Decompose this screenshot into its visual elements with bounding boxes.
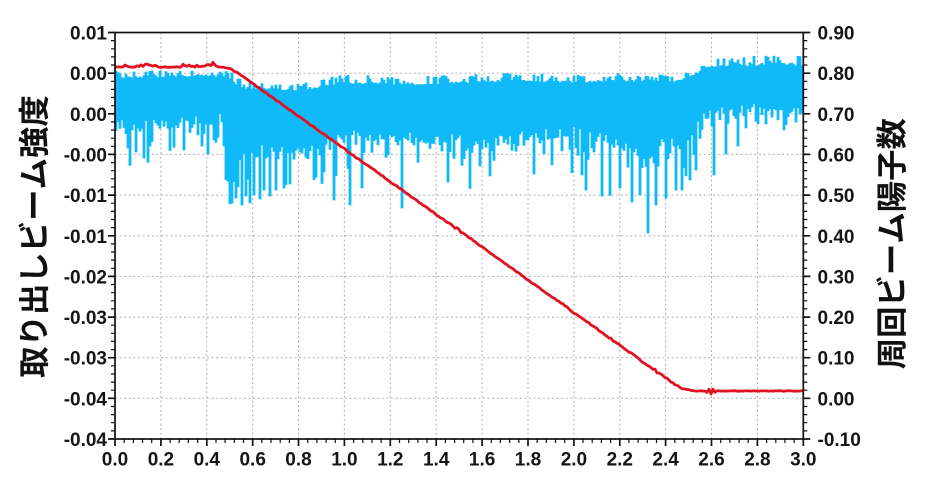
svg-text:-0.04: -0.04 bbox=[64, 430, 108, 451]
svg-text:0.2: 0.2 bbox=[148, 449, 174, 470]
svg-text:1.2: 1.2 bbox=[377, 449, 403, 470]
svg-text:2.6: 2.6 bbox=[698, 449, 724, 470]
svg-text:0.80: 0.80 bbox=[818, 64, 855, 85]
svg-text:0.01: 0.01 bbox=[70, 24, 107, 45]
svg-text:0.00: 0.00 bbox=[70, 64, 107, 85]
svg-text:0.30: 0.30 bbox=[818, 267, 855, 288]
svg-text:0.50: 0.50 bbox=[818, 186, 855, 207]
svg-text:0.40: 0.40 bbox=[818, 227, 855, 248]
svg-text:1.4: 1.4 bbox=[423, 449, 450, 470]
svg-text:3.0: 3.0 bbox=[790, 449, 816, 470]
svg-text:-0.03: -0.03 bbox=[64, 349, 107, 370]
svg-text:-0.03: -0.03 bbox=[64, 308, 107, 329]
svg-text:0.0: 0.0 bbox=[102, 449, 128, 470]
svg-text:0.60: 0.60 bbox=[818, 145, 855, 166]
svg-text:0.00: 0.00 bbox=[818, 389, 855, 410]
svg-text:0.20: 0.20 bbox=[818, 308, 855, 329]
svg-text:0.4: 0.4 bbox=[194, 449, 221, 470]
svg-text:1.8: 1.8 bbox=[515, 449, 541, 470]
svg-text:-0.04: -0.04 bbox=[64, 389, 108, 410]
svg-text:2.8: 2.8 bbox=[744, 449, 770, 470]
svg-text:-0.01: -0.01 bbox=[64, 227, 108, 248]
svg-text:-0.00: -0.00 bbox=[64, 145, 107, 166]
svg-text:0.90: 0.90 bbox=[818, 24, 855, 45]
svg-text:2.4: 2.4 bbox=[652, 449, 679, 470]
svg-text:2.2: 2.2 bbox=[607, 449, 633, 470]
svg-text:1.0: 1.0 bbox=[331, 449, 357, 470]
svg-text:2.0: 2.0 bbox=[561, 449, 587, 470]
svg-text:0.70: 0.70 bbox=[818, 105, 855, 126]
svg-text:-0.01: -0.01 bbox=[64, 186, 108, 207]
svg-text:0.6: 0.6 bbox=[239, 449, 265, 470]
svg-text:0.8: 0.8 bbox=[285, 449, 311, 470]
svg-text:0.00: 0.00 bbox=[70, 105, 107, 126]
svg-text:1.6: 1.6 bbox=[469, 449, 495, 470]
svg-text:-0.10: -0.10 bbox=[818, 430, 861, 451]
svg-text:-0.02: -0.02 bbox=[64, 267, 107, 288]
svg-text:0.10: 0.10 bbox=[818, 349, 855, 370]
